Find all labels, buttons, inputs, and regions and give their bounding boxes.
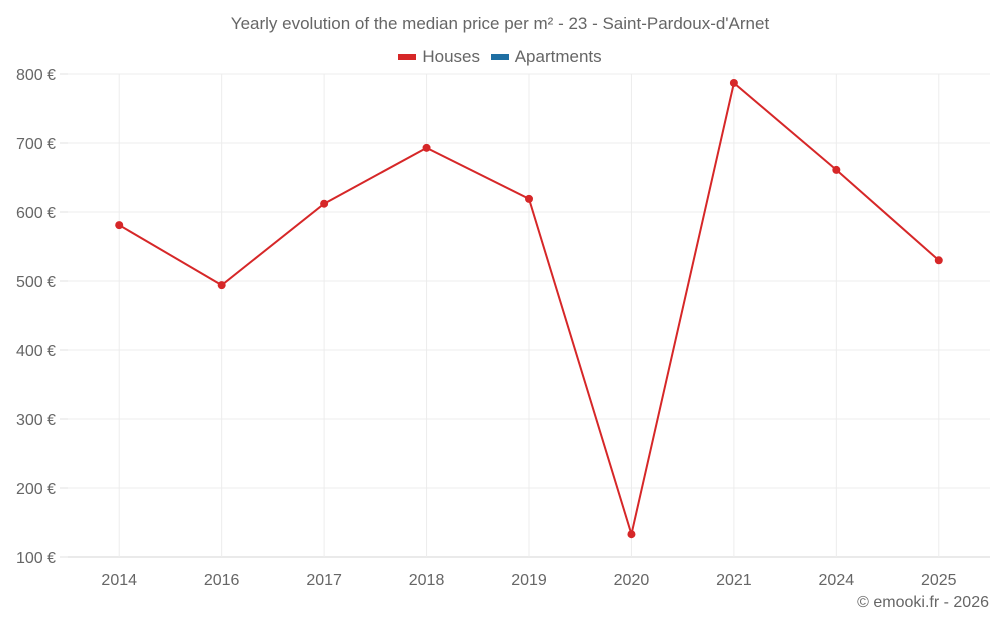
x-tick-label: 2024 bbox=[819, 572, 855, 589]
legend-item-apartments[interactable]: Apartments bbox=[490, 47, 602, 67]
x-axis: 2014 2016 2017 2018 2019 2020 2021 2024 2025 bbox=[101, 572, 956, 589]
grid-lines bbox=[60, 73, 990, 558]
data-point[interactable] bbox=[934, 256, 943, 265]
x-tick-label: 2014 bbox=[101, 572, 137, 589]
y-tick-label: 300 € bbox=[16, 412, 56, 429]
x-tick-label: 2017 bbox=[306, 572, 342, 589]
apartments-swatch-icon bbox=[490, 54, 509, 60]
y-tick-label: 400 € bbox=[16, 343, 56, 360]
credit-text: © emooki.fr - 2026 bbox=[857, 594, 989, 611]
x-tick-label: 2018 bbox=[409, 572, 445, 589]
y-tick-label: 600 € bbox=[16, 205, 56, 222]
x-tick-label: 2025 bbox=[921, 572, 957, 589]
data-point[interactable] bbox=[320, 199, 329, 208]
y-tick-label: 200 € bbox=[16, 481, 56, 498]
data-point[interactable] bbox=[525, 194, 533, 203]
y-tick-label: 500 € bbox=[16, 274, 56, 291]
data-point[interactable] bbox=[832, 165, 841, 174]
series-houses bbox=[115, 78, 943, 539]
y-tick-label: 800 € bbox=[16, 67, 56, 84]
data-point[interactable] bbox=[422, 143, 431, 152]
legend: Houses Apartments bbox=[0, 45, 1000, 67]
y-tick-label: 700 € bbox=[16, 136, 56, 153]
legend-label-houses: Houses bbox=[422, 47, 480, 66]
data-point[interactable] bbox=[627, 530, 636, 539]
houses-swatch-icon bbox=[398, 54, 417, 60]
data-point[interactable] bbox=[729, 78, 738, 87]
legend-label-apartments: Apartments bbox=[514, 47, 602, 66]
x-tick-label: 2020 bbox=[614, 572, 650, 589]
x-tick-label: 2016 bbox=[204, 572, 240, 589]
y-axis: 100 € 200 € 300 € 400 € 500 € 600 € 700 € 800 € bbox=[16, 67, 56, 567]
x-tick-label: 2019 bbox=[511, 572, 547, 589]
legend-item-houses[interactable]: Houses bbox=[398, 47, 480, 67]
data-point[interactable] bbox=[115, 221, 124, 230]
data-point[interactable] bbox=[217, 281, 226, 290]
chart-title: Yearly evolution of the median price per… bbox=[230, 14, 770, 33]
y-tick-label: 100 € bbox=[16, 550, 56, 567]
x-tick-label: 2021 bbox=[716, 572, 752, 589]
